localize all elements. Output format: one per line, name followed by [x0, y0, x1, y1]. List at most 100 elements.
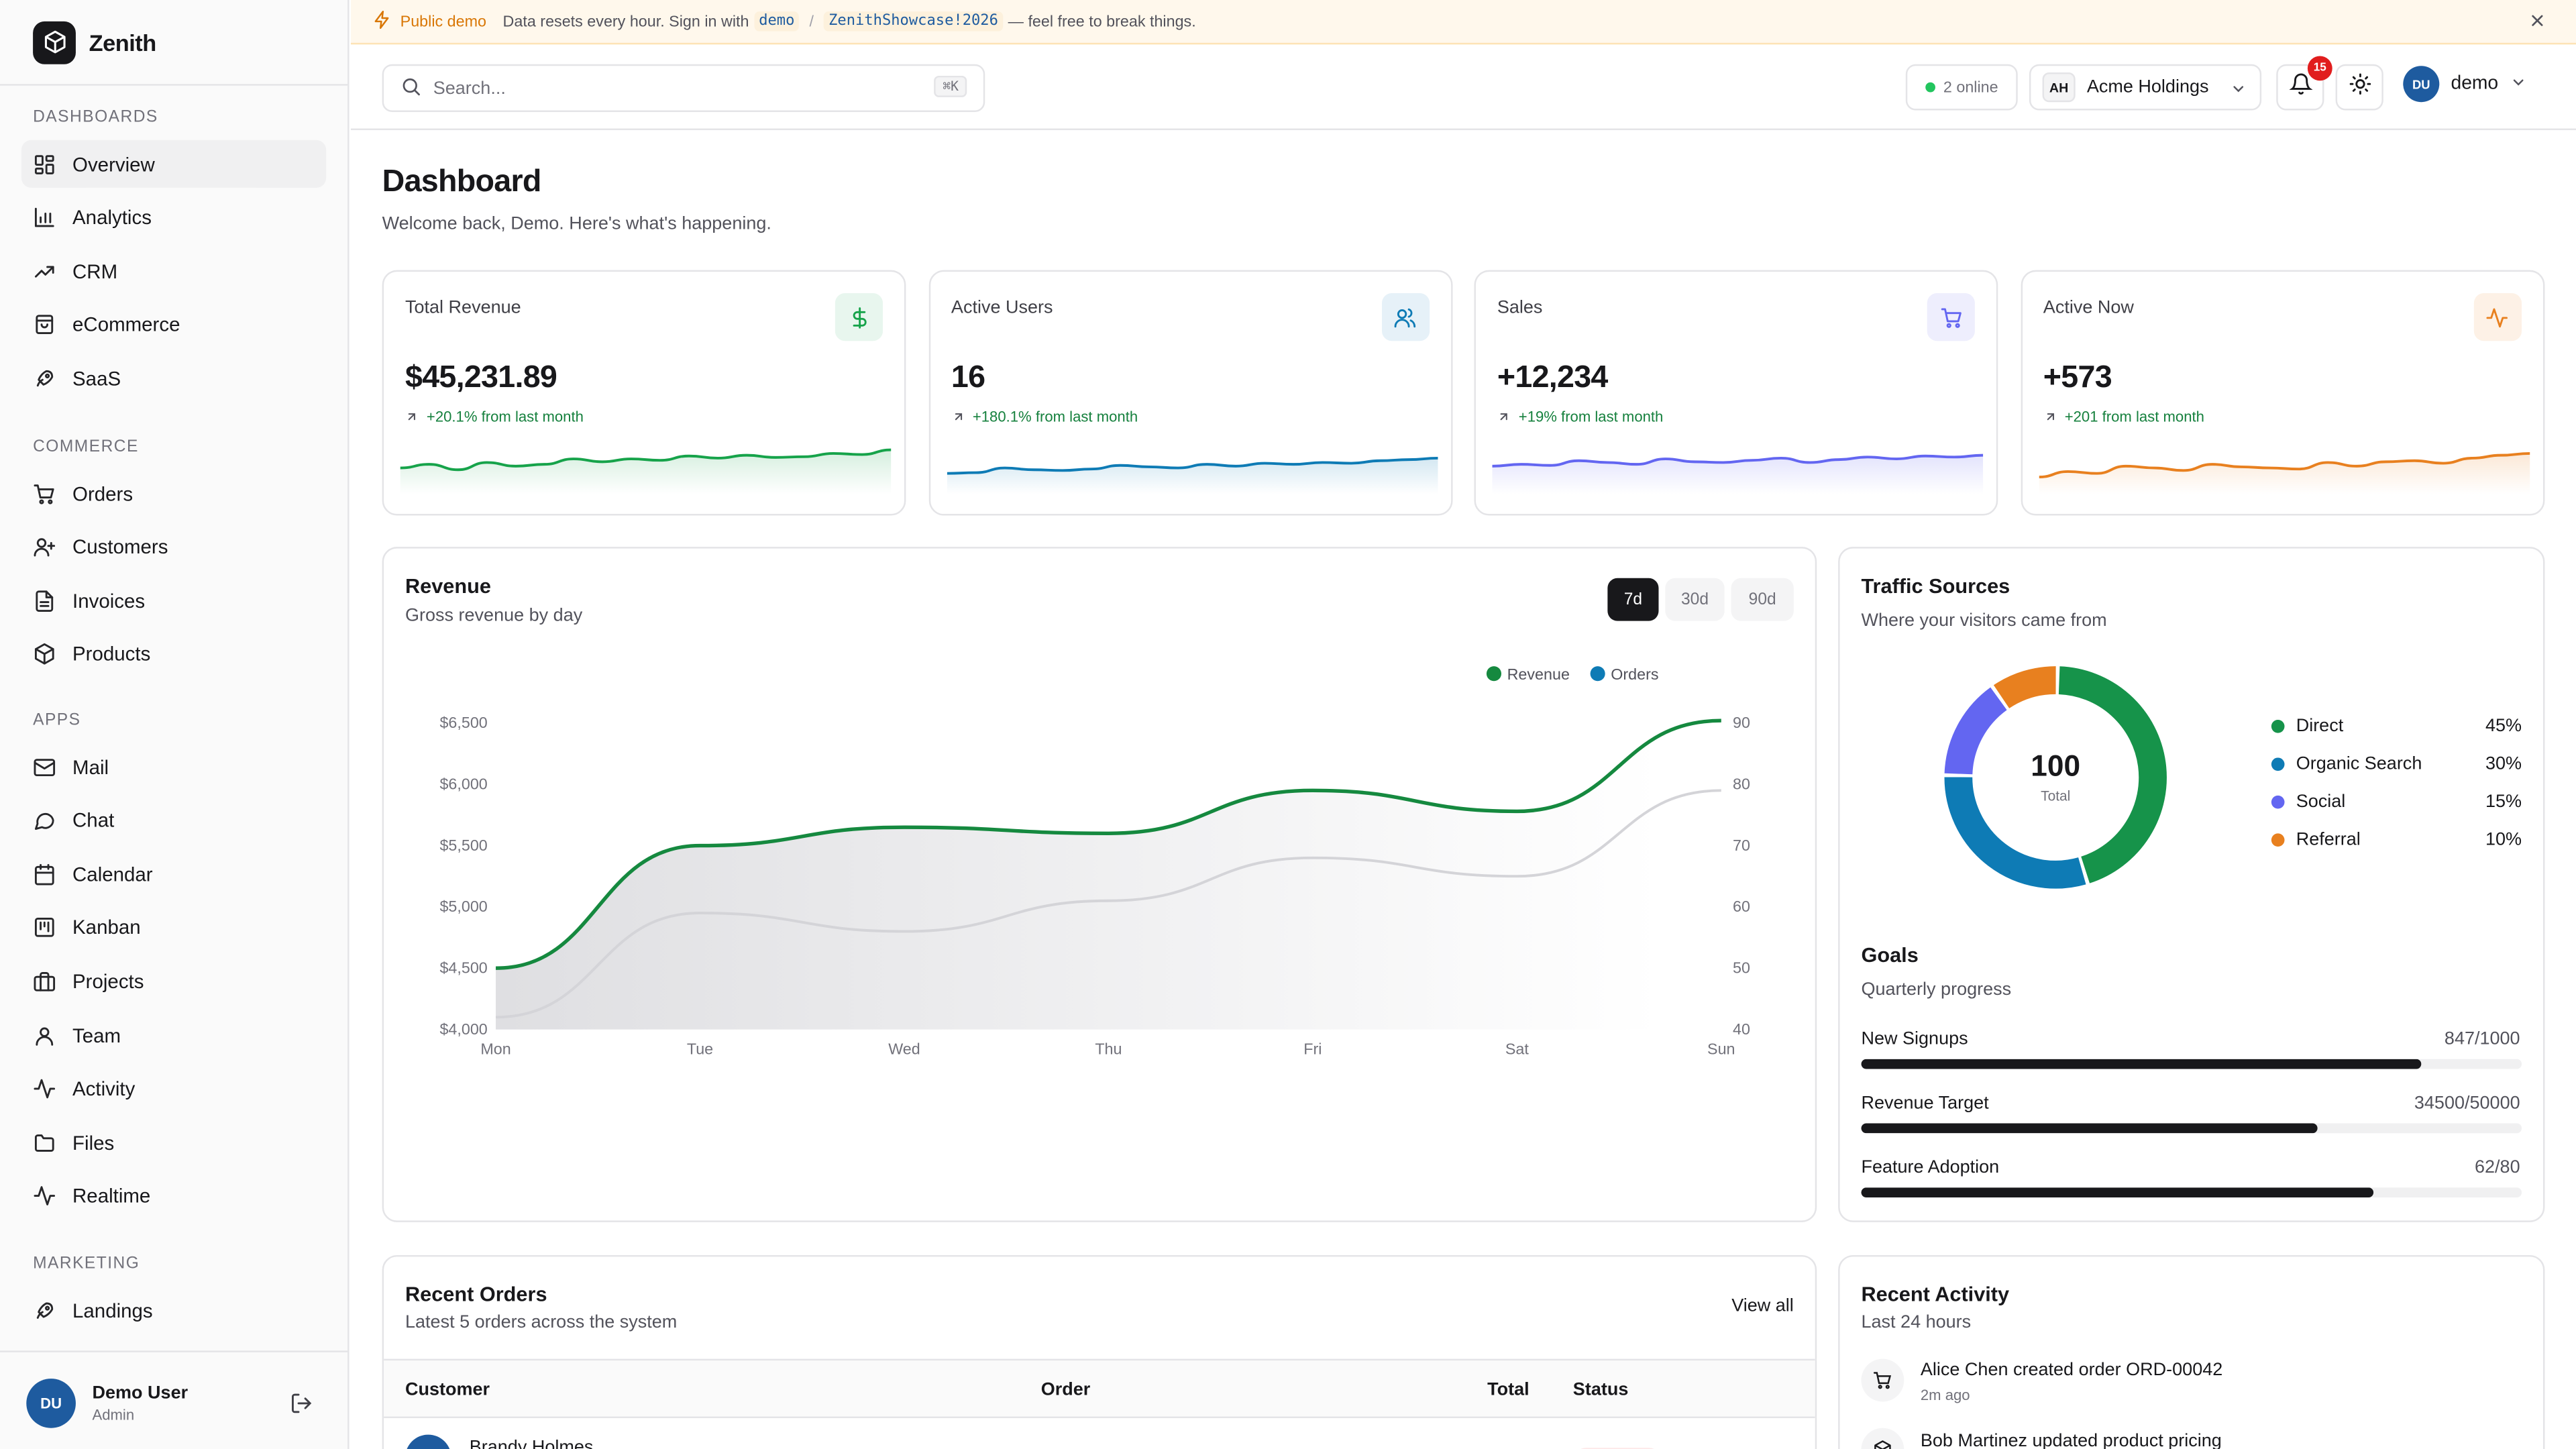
sidebar-item-analytics[interactable]: Analytics	[21, 194, 326, 241]
sidebar-item-chat[interactable]: Chat	[21, 796, 326, 844]
sidebar-item-calendar[interactable]: Calendar	[21, 850, 326, 898]
stat-card: Active Now +573 +201 from last month	[2020, 270, 2544, 516]
sidebar-item-saas[interactable]: SaaS	[21, 355, 326, 402]
nav-section-title: APPS	[33, 710, 81, 729]
sidebar-item-activity[interactable]: Activity	[21, 1065, 326, 1113]
avatar	[405, 1434, 451, 1449]
traffic-source-pct: 45%	[2485, 716, 2522, 737]
sparkline-line	[946, 457, 1438, 475]
online-indicator: 2 online	[1905, 64, 2018, 111]
sidebar-item-products[interactable]: Products	[21, 631, 326, 678]
range-90d-button[interactable]: 90d	[1731, 578, 1794, 621]
y-axis-right-tick: 80	[1733, 775, 1750, 793]
sidebar: Zenith DASHBOARDS Overview Analytics CRM eCo…	[0, 0, 350, 1449]
traffic-card: Traffic Sources Where your visitors came…	[1838, 547, 2545, 1222]
donut-total-label: Total	[2041, 787, 2071, 804]
legend-dot	[1486, 666, 1502, 682]
y-axis-right-tick: 60	[1733, 898, 1750, 915]
y-axis-left-tick: $4,000	[439, 1020, 487, 1038]
donut-slice-organic-search	[1944, 777, 2086, 889]
y-axis-left-tick: $5,500	[439, 837, 487, 854]
column-total: Total	[1487, 1380, 1529, 1401]
sidebar-item-invoices[interactable]: Invoices	[21, 577, 326, 625]
app-name: Zenith	[89, 28, 157, 56]
sidebar-item-label: Landings	[72, 1299, 153, 1322]
goal-value: 847/1000	[2444, 1029, 2520, 1050]
orders-line	[496, 789, 1721, 1019]
user-icon	[33, 1024, 56, 1046]
sidebar-item-ecommerce[interactable]: eCommerce	[21, 301, 326, 349]
y-axis-left-tick: $5,000	[439, 898, 487, 915]
traffic-legend-item: Organic Search 30%	[2271, 755, 2522, 774]
traffic-title: Traffic Sources	[1861, 574, 2010, 598]
close-icon[interactable]	[2528, 11, 2546, 34]
lightning-icon	[372, 9, 392, 34]
goal-progress-bar	[1861, 1123, 2522, 1134]
revenue-card: Revenue Gross revenue by day 7d 30d 90d …	[382, 547, 1817, 1222]
search-input[interactable]: Search... ⌘K	[382, 64, 985, 112]
stat-value: 16	[951, 360, 985, 396]
sidebar-item-kanban[interactable]: Kanban	[21, 904, 326, 951]
stat-change-text: +201 from last month	[2064, 408, 2204, 425]
table-header: Customer Order Total Status	[384, 1358, 1815, 1419]
sidebar-item-landings[interactable]: Landings	[21, 1287, 326, 1334]
goal-value: 62/80	[2475, 1158, 2520, 1178]
logout-icon[interactable]	[290, 1392, 313, 1424]
orders-title: Recent Orders	[405, 1283, 547, 1307]
sidebar-item-overview[interactable]: Overview	[21, 140, 327, 188]
sidebar-item-label: Overview	[72, 152, 155, 176]
legend-dot	[2271, 757, 2285, 771]
sidebar-item-realtime[interactable]: Realtime	[21, 1173, 326, 1220]
org-switcher[interactable]: AH Acme Holdings	[2029, 64, 2262, 111]
notifications-button[interactable]: 15	[2276, 56, 2332, 111]
x-axis-tick: Fri	[1303, 1040, 1322, 1057]
calendar-icon	[33, 863, 56, 885]
sidebar-item-label: Team	[72, 1023, 121, 1047]
revenue-area	[496, 720, 1721, 1030]
sidebar-item-label: Calendar	[72, 862, 153, 886]
range-30d-button[interactable]: 30d	[1665, 578, 1725, 621]
sun-icon	[2348, 72, 2371, 103]
x-axis-tick: Sat	[1505, 1040, 1529, 1057]
nav-section-title: MARKETING	[33, 1254, 140, 1273]
legend-label: Orders	[1611, 665, 1658, 683]
stat-value: +12,234	[1497, 360, 1609, 396]
recent-activity-card: Recent Activity Last 24 hours Alice Chen…	[1838, 1254, 2545, 1449]
table-row-customer[interactable]: Brandy Holmes	[469, 1438, 594, 1449]
column-order: Order	[1040, 1380, 1091, 1401]
theme-toggle-button[interactable]	[2335, 64, 2383, 111]
user-menu[interactable]: DU demo	[2403, 66, 2526, 103]
range-7d-button[interactable]: 7d	[1607, 578, 1659, 621]
sidebar-item-files[interactable]: Files	[21, 1119, 326, 1167]
sparkline-line	[400, 448, 892, 472]
sidebar-item-mail[interactable]: Mail	[21, 743, 326, 790]
nav-section-title: DASHBOARDS	[33, 107, 158, 126]
org-initials: AH	[2042, 72, 2076, 103]
brand[interactable]: Zenith	[0, 0, 348, 86]
sidebar-user[interactable]: DU Demo User Admin	[0, 1350, 350, 1449]
sparkline-area	[946, 458, 1438, 494]
sidebar-item-customers[interactable]: Customers	[21, 523, 326, 571]
stat-card: Total Revenue $45,231.89 +20.1% from last …	[382, 270, 906, 516]
sidebar-item-crm[interactable]: CRM	[21, 248, 326, 295]
sidebar-item-projects[interactable]: Projects	[21, 957, 326, 1005]
sidebar-item-label: SaaS	[72, 367, 121, 390]
sidebar-item-orders[interactable]: Orders	[21, 470, 326, 517]
banner-tag: Public demo	[400, 12, 487, 31]
search-icon	[400, 75, 422, 101]
legend-dot	[2271, 833, 2285, 847]
y-axis-right-tick: 50	[1733, 959, 1750, 977]
arrow-up-right-icon	[951, 410, 973, 423]
cart-icon	[33, 482, 56, 504]
bar-chart-icon	[33, 206, 56, 229]
goal-progress-fill	[1861, 1187, 2373, 1198]
sidebar-item-team[interactable]: Team	[21, 1012, 326, 1059]
column-customer: Customer	[405, 1380, 490, 1401]
sidebar-item-label: Files	[72, 1131, 115, 1155]
shopping-bag-icon	[33, 313, 56, 336]
view-all-link[interactable]: View all	[1731, 1296, 1794, 1316]
cart-icon	[1861, 1358, 1904, 1402]
traffic-source-name: Referral	[2296, 830, 2361, 850]
pulse-icon	[2473, 293, 2521, 341]
nav-section-title: COMMERCE	[33, 437, 139, 455]
